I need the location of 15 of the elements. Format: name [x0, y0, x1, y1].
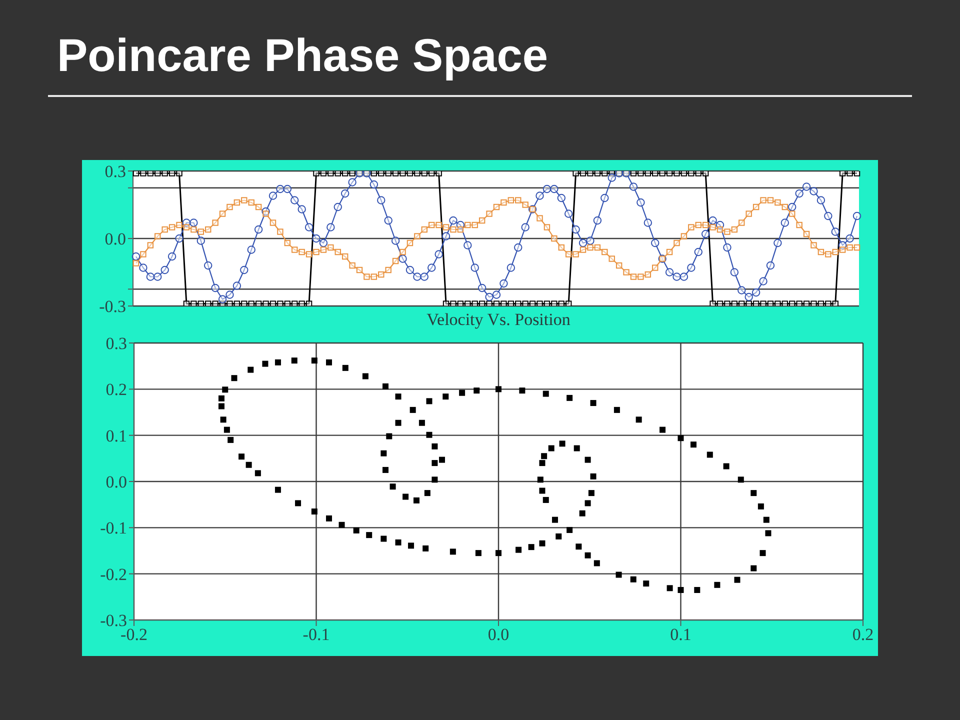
y-tick-label: 0.3	[104, 162, 126, 182]
y-tick-label: -0.1	[100, 518, 127, 538]
x-tick-label: 0.2	[852, 625, 874, 644]
x-tick-label: 0.1	[670, 625, 692, 644]
chart-title: Poincare Phase Space	[57, 28, 548, 83]
chart-title: Velocity Vs. Position	[426, 310, 572, 330]
y-tick-label: -0.2	[100, 564, 127, 584]
x-tick-label: 0.0	[488, 625, 510, 644]
y-tick-label: 0.0	[104, 230, 126, 249]
x-tick-label: -0.1	[302, 625, 330, 644]
y-tick-label: 0.2	[106, 380, 127, 400]
y-tick-label: 0.1	[106, 426, 127, 446]
y-tick-label: -0.3	[99, 297, 126, 316]
y-tick-label: 0.3	[106, 334, 127, 354]
y-tick-label: 0.0	[106, 472, 127, 492]
